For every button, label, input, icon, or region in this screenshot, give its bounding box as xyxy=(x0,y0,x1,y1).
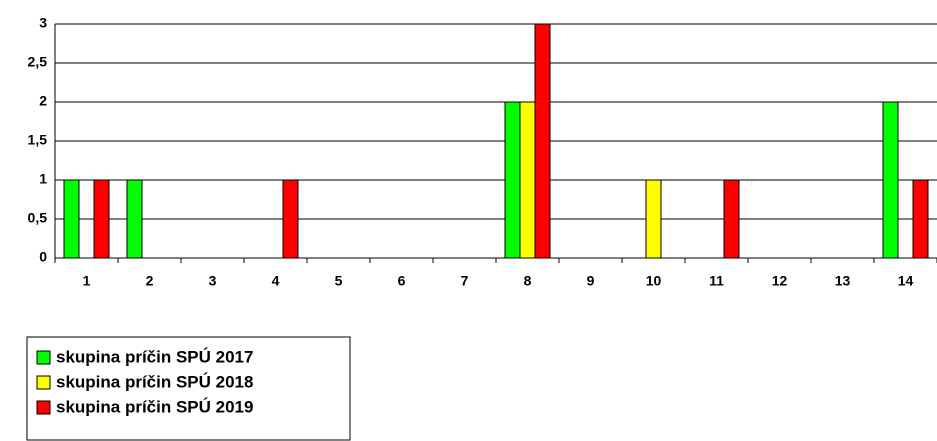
legend-swatch xyxy=(36,350,51,365)
x-tick-label: 5 xyxy=(335,273,343,289)
legend-swatch xyxy=(36,400,51,415)
y-tick-label: 1 xyxy=(39,171,47,187)
y-tick-label: 0 xyxy=(39,249,47,265)
bar xyxy=(723,179,740,259)
x-tick-label: 2 xyxy=(146,273,154,289)
bar xyxy=(519,101,536,259)
bar xyxy=(93,179,110,259)
x-tick-label: 4 xyxy=(272,273,280,289)
legend-label: skupina príčin SPÚ 2019 xyxy=(56,397,253,416)
legend-swatch xyxy=(36,375,51,390)
y-tick-label: 0,5 xyxy=(28,210,48,226)
x-tick-label: 10 xyxy=(646,273,662,289)
legend-box xyxy=(26,336,351,441)
bar xyxy=(645,179,662,259)
bar xyxy=(912,179,929,259)
bar xyxy=(504,101,521,259)
x-tick-label: 8 xyxy=(524,273,532,289)
y-tick-label: 1,5 xyxy=(28,132,48,148)
x-tick-label: 14 xyxy=(898,273,914,289)
legend-label: skupina príčin SPÚ 2018 xyxy=(56,372,253,391)
x-tick-label: 12 xyxy=(772,273,788,289)
x-tick-label: 13 xyxy=(835,273,851,289)
bar xyxy=(282,179,299,259)
legend-label: skupina príčin SPÚ 2017 xyxy=(56,347,253,366)
y-tick-label: 2,5 xyxy=(28,54,48,70)
bar xyxy=(882,101,899,259)
x-tick-label: 9 xyxy=(587,273,595,289)
bar xyxy=(534,23,551,259)
y-tick-label: 3 xyxy=(39,15,47,31)
bar xyxy=(126,179,143,259)
x-tick-label: 7 xyxy=(461,273,469,289)
y-tick-label: 2 xyxy=(39,93,47,109)
x-tick-label: 1 xyxy=(83,273,91,289)
x-tick-label: 11 xyxy=(709,273,724,289)
bar xyxy=(63,179,80,259)
x-tick-label: 3 xyxy=(209,273,217,289)
x-tick-label: 6 xyxy=(398,273,406,289)
